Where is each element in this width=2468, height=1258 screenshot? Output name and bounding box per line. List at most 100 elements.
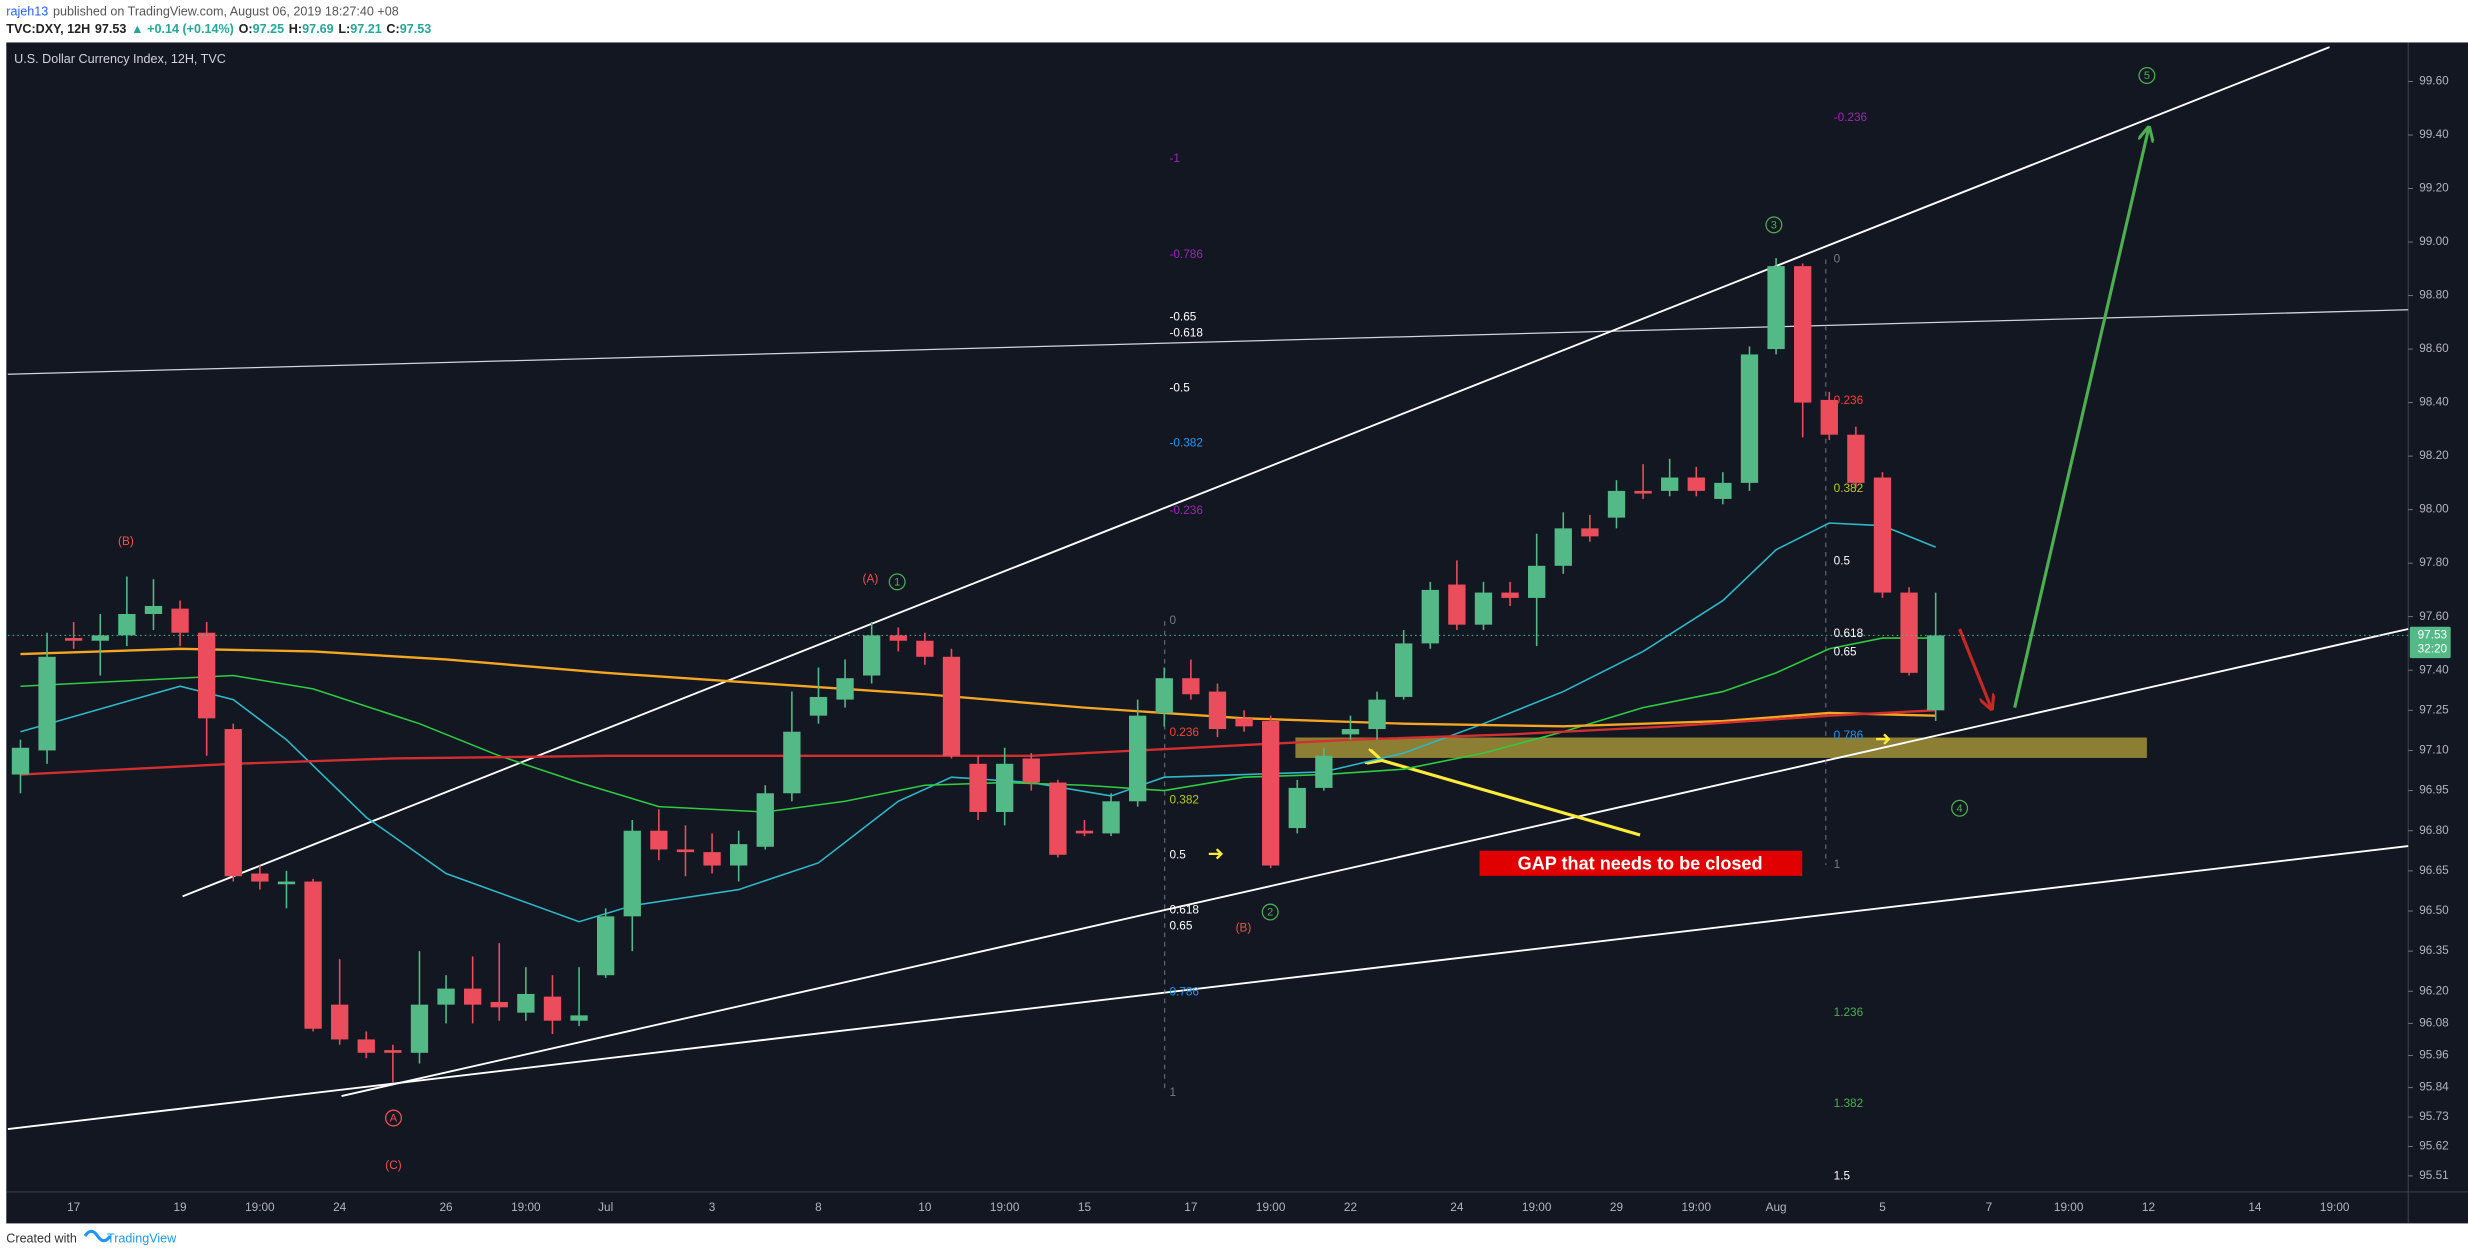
wave-circle [888,573,906,591]
wave-label: (A) [863,573,879,586]
fib-label: 0.382 [1834,482,1863,495]
candle-body [1634,490,1652,494]
candle-body [198,632,216,719]
wave-label: (C) [385,1159,401,1172]
wave-circle [1261,903,1279,921]
wave-label: (B) [1236,922,1252,935]
header: rajeh13 published on TradingView.com, Aug… [6,5,431,36]
h-label: H: [289,22,302,36]
wave-label: (B) [118,535,134,548]
gap-note-text: GAP that needs to be closed [1518,854,1763,874]
candle-body [969,763,987,812]
fib-label: -0.65 [1169,311,1196,324]
x-tick-label: 19 [174,1201,187,1214]
candle-body [384,1050,402,1053]
fib-label: 0 [1834,253,1841,266]
x-tick-label: 19:00 [1682,1201,1712,1214]
candle-body [144,605,163,614]
candle-body [1421,589,1439,644]
x-tick-label: Aug [1766,1201,1787,1214]
fib-label: 0 [1169,614,1176,627]
wave-label: 2 [1267,907,1273,919]
candle-body [1155,678,1173,713]
y-tick-label: 96.20 [2419,984,2449,997]
x-tick-label: 10 [918,1201,932,1214]
y-tick-label: 98.00 [2419,503,2449,516]
candle-body [1262,721,1280,866]
l-label: L: [338,22,350,36]
x-tick-label: 19:00 [511,1201,541,1214]
o-label: O: [239,22,253,36]
candle-body [1315,755,1333,788]
candle-body [517,993,535,1013]
wave-circle [2138,66,2156,84]
y-tick-label: 99.00 [2419,235,2449,248]
footer-brand[interactable]: TradingView [107,1231,177,1245]
x-tick-label: 26 [440,1201,454,1214]
candle-body [1235,718,1253,727]
wave-label: 5 [2144,70,2150,82]
logo-icon [83,1229,112,1243]
fib-label: -0.618 [1169,326,1203,339]
y-tick-label: 96.65 [2419,864,2449,877]
candle-body [570,1015,588,1021]
y-tick-label: 97.25 [2419,703,2449,716]
candle-body [597,916,615,976]
candle-body [730,844,748,866]
candle-body [1767,266,1785,350]
candle-body [676,849,695,853]
small-arrow [1208,848,1224,860]
upper-channel-line [182,46,2330,898]
candle-body [331,1004,349,1040]
support-trendline [341,628,2409,1097]
candle-body [1075,830,1094,834]
fib-label: 0.236 [1834,394,1864,407]
fib-label: -0.5 [1169,382,1190,395]
fib-label: 0.382 [1169,794,1198,807]
candle-body [1687,477,1705,491]
candle-body [623,830,641,917]
candle-body [1129,715,1147,802]
candle-body [543,996,562,1021]
candle-body [277,881,296,885]
candle-body [1102,801,1120,834]
l-value: 97.21 [350,22,381,36]
candle-body [224,729,242,877]
fib-label: 1.5 [1834,1169,1851,1182]
candle-body [1794,266,1812,403]
candle-body [650,830,668,850]
x-tick-label: 19:00 [990,1201,1020,1214]
gap-note-bg [1479,850,1803,876]
candle-body [1847,434,1865,483]
candle-body [171,608,189,633]
candle-body [1927,635,1945,711]
author[interactable]: rajeh13 [6,5,48,19]
candle-body [357,1039,375,1053]
down-arrow [1958,628,1991,708]
candle-body [1368,699,1386,730]
y-tick-label: 98.40 [2419,396,2449,409]
small-arrow [1876,733,1891,745]
y-tick-label: 96.35 [2419,944,2449,957]
plot-bg [6,42,2468,1224]
candle-body [1501,592,1519,598]
gap-zone [1295,737,2147,758]
candle-body [1341,729,1360,735]
x-tick-label: 24 [1450,1201,1464,1214]
candle-body [1022,758,1040,783]
fib-label: 1.236 [1834,1006,1864,1019]
y-tick-label: 96.95 [2419,784,2449,797]
wave-label: 4 [1957,803,1963,815]
fib-label: 0.236 [1169,726,1199,739]
y-tick-label: 96.50 [2419,904,2449,917]
x-tick-label: Jul [598,1201,613,1214]
candle-body [836,678,854,700]
footer-logo[interactable]: TradingView [83,1229,177,1245]
candle-body [1288,787,1306,829]
candle-body [756,793,774,847]
candle-body [783,731,801,794]
fib-label: 0.5 [1834,554,1851,567]
x-tick-label: 14 [2248,1201,2262,1214]
fib-label: 1.382 [1834,1097,1863,1110]
chart-title: U.S. Dollar Currency Index, 12H, TVC [14,52,226,66]
